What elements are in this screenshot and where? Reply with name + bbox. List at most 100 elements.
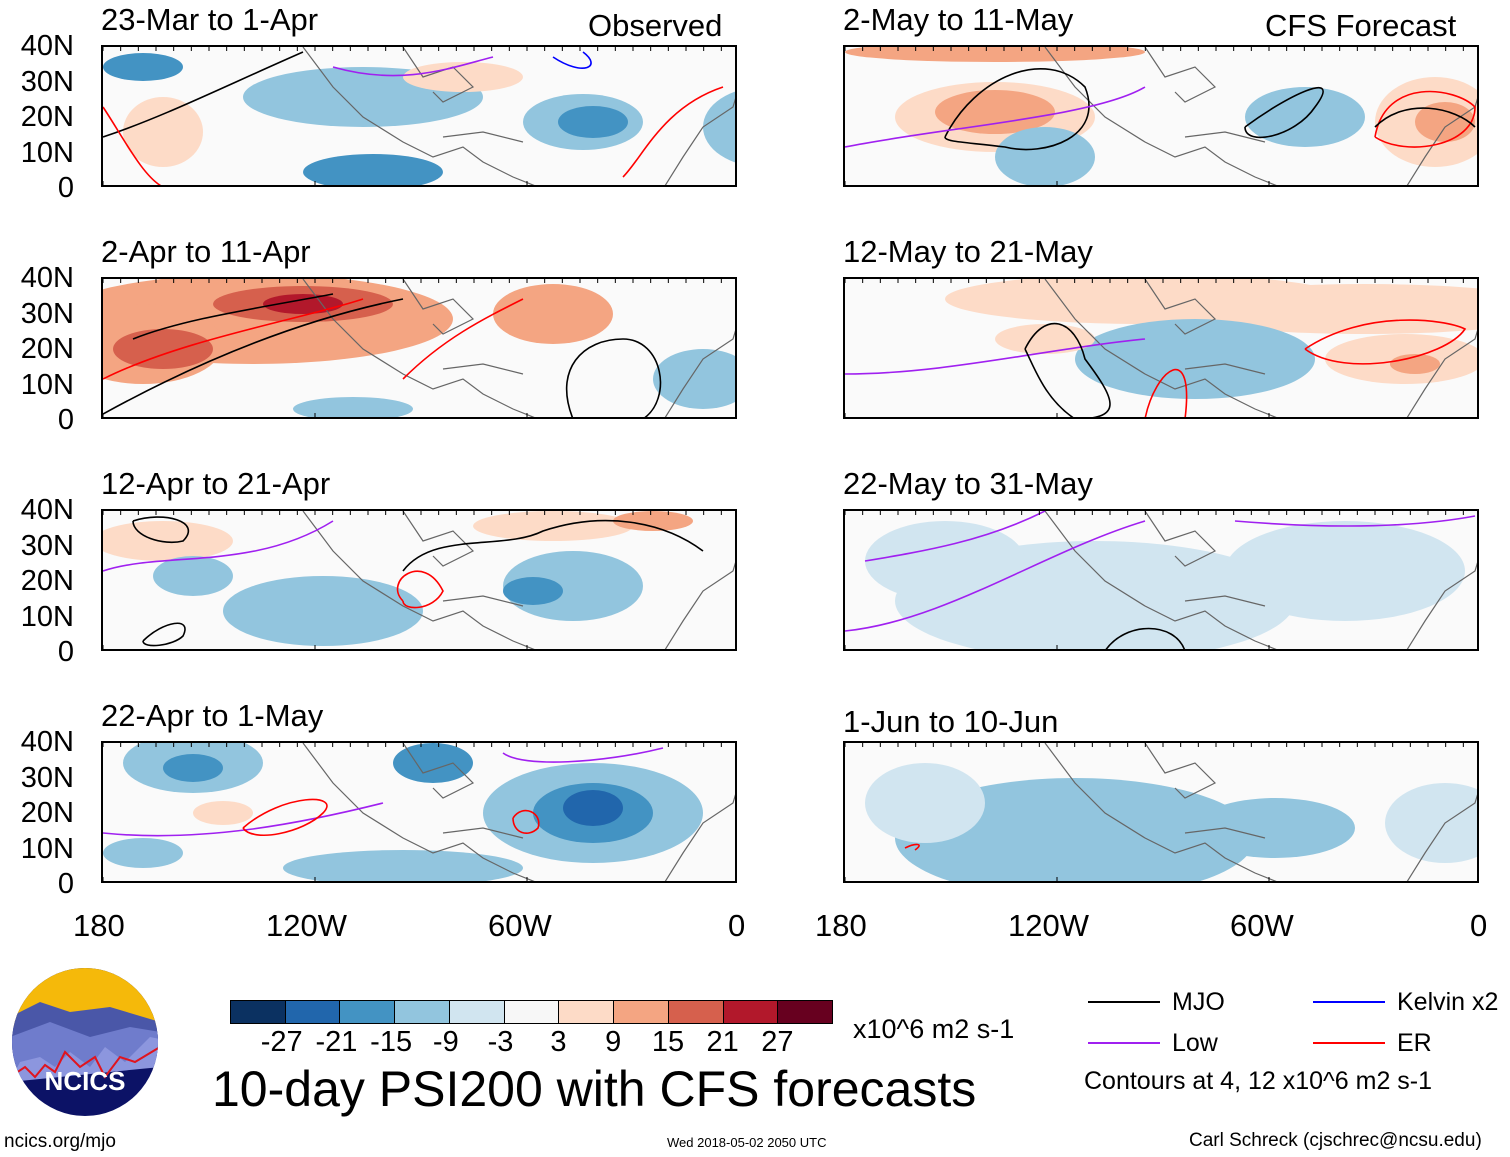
lon-label: 180 bbox=[73, 908, 125, 943]
lat-label: 0 bbox=[57, 404, 74, 436]
contour-line bbox=[402, 298, 524, 380]
anomaly-shading bbox=[845, 47, 1145, 62]
anomaly-shading bbox=[865, 521, 1025, 601]
panel-title: 22-Apr to 1-May bbox=[101, 698, 324, 733]
contour-line bbox=[142, 622, 186, 647]
contours-note: Contours at 4, 12 x10^6 m2 s-1 bbox=[1084, 1067, 1433, 1095]
forecast-map-panel bbox=[843, 277, 1479, 419]
lat-label: 40N bbox=[20, 726, 74, 758]
colorbar-label: 21 bbox=[706, 1026, 739, 1058]
lon-label: 180 bbox=[815, 908, 867, 943]
anomaly-shading bbox=[995, 324, 1095, 354]
anomaly-shading bbox=[263, 294, 343, 314]
forecast-label: CFS Forecast bbox=[1265, 8, 1457, 43]
anomaly-shading bbox=[153, 556, 233, 596]
anomaly-shading bbox=[163, 754, 223, 782]
forecast-map-panel bbox=[843, 45, 1479, 187]
contour-line bbox=[1234, 515, 1476, 527]
coastline bbox=[302, 279, 735, 417]
contour-line bbox=[1244, 87, 1324, 139]
panel-title: 12-Apr to 21-Apr bbox=[101, 466, 331, 501]
contour-line bbox=[103, 298, 404, 415]
colorbar-label: 3 bbox=[550, 1026, 567, 1058]
ncics-logo: NCICS bbox=[10, 967, 160, 1117]
legend-label: Kelvin x2 bbox=[1397, 988, 1499, 1016]
anomaly-shading bbox=[283, 850, 523, 881]
lat-label: 20N bbox=[20, 333, 74, 365]
contour-line bbox=[904, 843, 920, 851]
anomaly-shading bbox=[613, 511, 693, 531]
panel-title: 23-Mar to 1-Apr bbox=[101, 2, 319, 37]
lat-label: 0 bbox=[57, 868, 74, 900]
coastline bbox=[1044, 743, 1477, 881]
anomaly-shading bbox=[1165, 284, 1477, 334]
legend-label: ER bbox=[1397, 1029, 1432, 1057]
lat-label: 0 bbox=[57, 172, 74, 204]
colorbar-label: 9 bbox=[605, 1026, 622, 1058]
lat-label: 10N bbox=[20, 136, 74, 169]
lon-label: 60W bbox=[488, 908, 552, 943]
contour-line bbox=[103, 520, 334, 572]
lat-label: 10N bbox=[20, 600, 74, 633]
lat-label: 40N bbox=[20, 262, 74, 294]
observed-map-panel bbox=[101, 277, 737, 419]
panel-title: 2-May to 11-May bbox=[843, 2, 1074, 37]
contour-line bbox=[103, 106, 162, 185]
anomaly-shading bbox=[473, 511, 633, 541]
anomaly-shading bbox=[393, 743, 473, 783]
contour-line bbox=[552, 51, 592, 69]
contour-line bbox=[242, 798, 328, 836]
footer-credit: Carl Schreck (cjschrec@ncsu.edu) bbox=[1189, 1130, 1482, 1151]
contour-line bbox=[132, 293, 334, 340]
coastline bbox=[302, 743, 735, 881]
footer-timestamp: Wed 2018-05-02 2050 UTC bbox=[667, 1135, 827, 1150]
colorbar-swatch bbox=[339, 1000, 396, 1024]
contour-line bbox=[132, 516, 190, 544]
contour-line bbox=[103, 298, 364, 380]
anomaly-shading bbox=[558, 106, 628, 138]
legend-line bbox=[1088, 1001, 1160, 1003]
lat-label: 40N bbox=[20, 494, 74, 526]
anomaly-shading bbox=[703, 91, 735, 163]
forecast-map-panel bbox=[843, 509, 1479, 651]
contour-line bbox=[103, 51, 304, 138]
legend-line bbox=[1313, 1042, 1385, 1044]
contour-line bbox=[845, 520, 1146, 632]
lat-label: 30N bbox=[20, 297, 74, 330]
contour-line bbox=[622, 86, 724, 178]
contour-line bbox=[1105, 627, 1185, 649]
legend-line bbox=[1313, 1001, 1385, 1003]
contour-line bbox=[864, 511, 1046, 562]
colorbar-label: -27 bbox=[260, 1026, 303, 1058]
footer-url[interactable]: ncics.org/mjo bbox=[4, 1131, 116, 1152]
coastline bbox=[1044, 47, 1477, 185]
legend-label: Low bbox=[1172, 1029, 1218, 1057]
panel-title: 12-May to 21-May bbox=[843, 234, 1093, 269]
observed-map-panel bbox=[101, 509, 737, 651]
contour-line bbox=[1144, 368, 1188, 417]
anomaly-shading bbox=[113, 329, 213, 369]
lat-label: 40N bbox=[20, 30, 74, 62]
colorbar-label: -21 bbox=[315, 1026, 358, 1058]
observed-map-panel bbox=[101, 45, 737, 187]
lon-label: 120W bbox=[1008, 908, 1089, 943]
colorbar-swatch bbox=[558, 1000, 615, 1024]
anomaly-shading bbox=[193, 801, 253, 825]
anomaly-shading bbox=[103, 838, 183, 868]
anomaly-shading bbox=[1075, 319, 1315, 399]
panel-title: 22-May to 31-May bbox=[843, 466, 1093, 501]
lon-label: 120W bbox=[266, 908, 347, 943]
colorbar-swatch bbox=[284, 1000, 341, 1024]
anomaly-shading bbox=[895, 778, 1255, 881]
colorbar-label: 15 bbox=[651, 1026, 685, 1058]
colorbar-swatch bbox=[448, 1000, 505, 1024]
contour-line bbox=[1024, 322, 1111, 417]
anomaly-shading bbox=[1385, 783, 1477, 863]
contour-line bbox=[502, 747, 664, 763]
lon-label: 0 bbox=[1470, 908, 1488, 943]
colorbar-swatch bbox=[667, 1000, 724, 1024]
contour-line bbox=[944, 68, 1090, 151]
colorbar-swatch bbox=[722, 1000, 779, 1024]
coastline bbox=[1044, 511, 1477, 649]
